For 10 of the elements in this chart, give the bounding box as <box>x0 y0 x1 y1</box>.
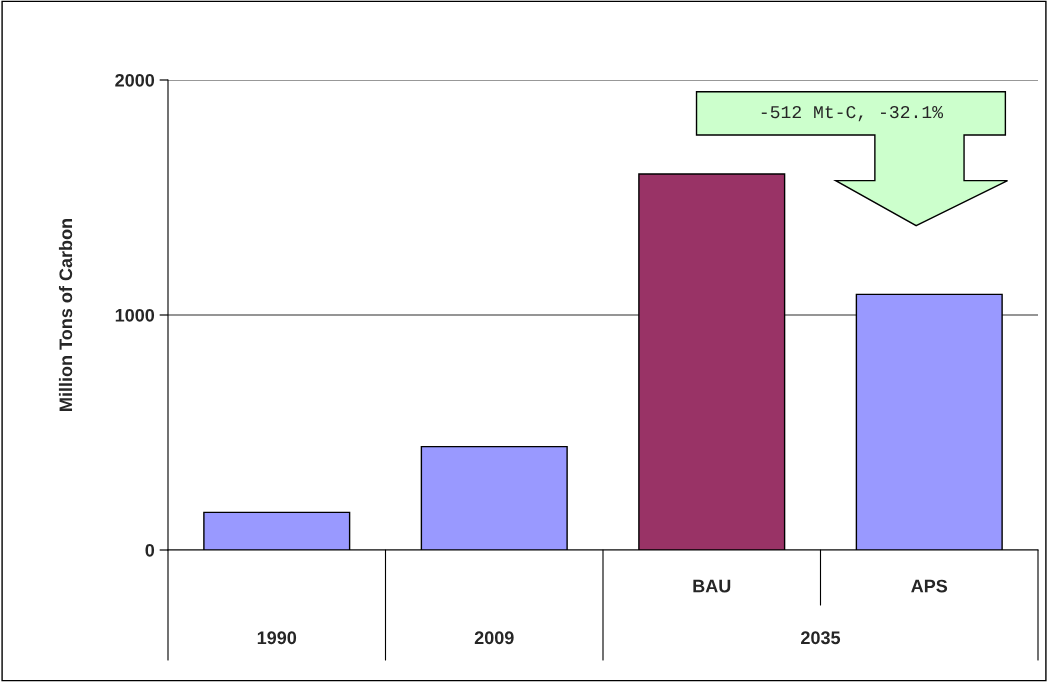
y-tick-label: 0 <box>145 543 155 557</box>
x-tick-label: 1990 <box>257 631 297 645</box>
y-tick-label: 2000 <box>115 73 155 87</box>
x-tick-label: 2009 <box>474 631 514 645</box>
text: 2035 <box>801 631 841 645</box>
annotation: -512 Mt-C, -32.1% <box>761 105 944 122</box>
x-tick-label: APS <box>911 579 948 593</box>
y-tick-label: 1000 <box>115 308 155 322</box>
x-tick-label: BAU <box>693 579 731 593</box>
y-axis-title: Million Tons of Carbon <box>58 218 73 411</box>
